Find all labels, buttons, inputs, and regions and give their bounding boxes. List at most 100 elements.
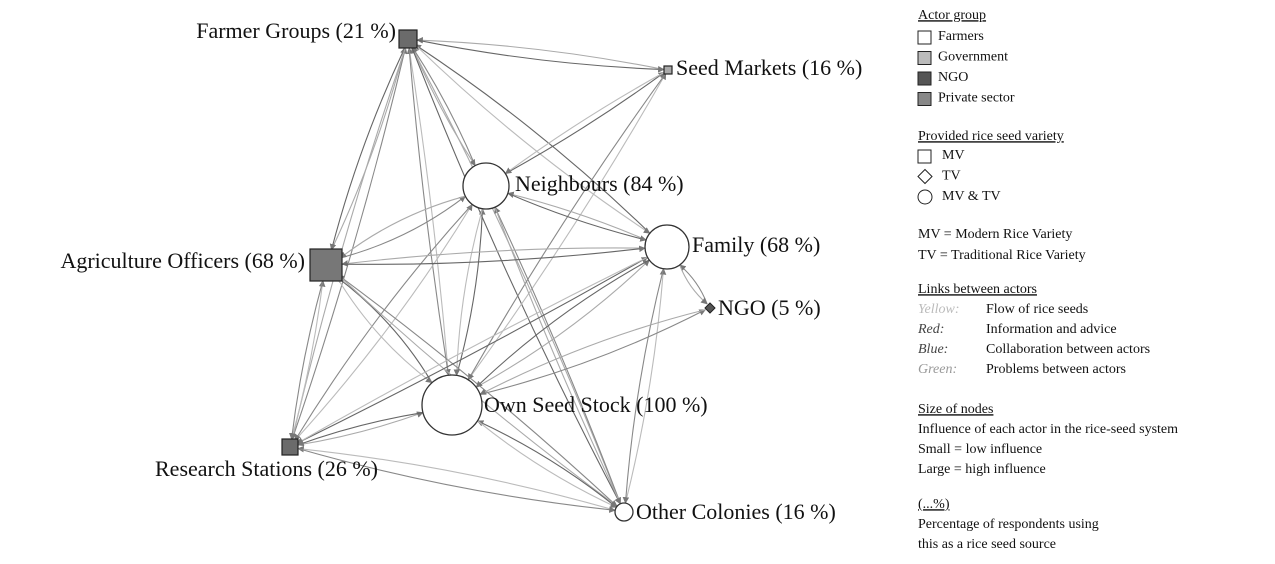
edge <box>408 47 451 376</box>
edge <box>339 195 466 259</box>
edge <box>479 309 706 395</box>
edge <box>476 420 617 508</box>
legend-item: MV <box>942 148 965 163</box>
legend-text: MV = Modern Rice Variety <box>918 227 1072 242</box>
legend-text: Percentage of respondents using <box>918 517 1099 532</box>
edge <box>297 445 616 511</box>
edge <box>341 247 646 267</box>
nodes: Farmer Groups (21 %) Seed Markets (16 %) N… <box>60 18 862 524</box>
legend-shape <box>917 149 932 164</box>
edge <box>296 256 648 444</box>
edge <box>297 411 424 446</box>
edge <box>414 44 651 234</box>
node <box>309 248 343 282</box>
edge <box>336 276 433 384</box>
edge <box>297 447 616 513</box>
legend-text: this as a rice seed source <box>918 537 1056 552</box>
legend-item: Government <box>938 50 1008 65</box>
edge <box>414 44 651 234</box>
edge <box>330 46 407 251</box>
edge <box>494 206 621 505</box>
node <box>398 29 418 49</box>
edge <box>297 411 424 447</box>
node-label: Neighbours (84 %) <box>515 171 684 196</box>
legend-key: Yellow: <box>918 302 960 317</box>
edge <box>294 204 473 442</box>
node-label: NGO (5 %) <box>718 295 821 320</box>
edge <box>296 256 649 444</box>
edges <box>288 36 708 513</box>
edge <box>416 39 665 73</box>
node <box>644 224 690 270</box>
node-label: Farmer Groups (21 %) <box>196 18 396 43</box>
edge <box>679 264 708 305</box>
legend-swatch <box>917 30 932 45</box>
edge <box>507 192 647 242</box>
node <box>663 65 673 75</box>
edge <box>411 46 621 505</box>
legend-key: Red: <box>917 322 944 337</box>
legend-item: Collaboration between actors <box>986 342 1150 357</box>
edge <box>467 73 667 381</box>
legend-title: (...%) <box>918 497 950 512</box>
edge <box>406 47 449 376</box>
edge <box>475 259 650 388</box>
legend-text: Influence of each actor in the rice-seed… <box>918 422 1178 437</box>
edge <box>341 245 646 265</box>
legend-swatch <box>917 71 932 86</box>
legend-text: Large = high influence <box>918 462 1046 477</box>
legend-title: Links between actors <box>918 282 1037 297</box>
edge <box>479 309 706 395</box>
legend-shape <box>917 168 933 185</box>
edge <box>416 36 665 71</box>
node-label: Agriculture Officers (68 %) <box>60 248 305 273</box>
legend-item: MV & TV <box>942 189 1001 204</box>
edge <box>624 268 667 504</box>
legend-item: TV <box>942 169 961 184</box>
edge <box>411 46 476 166</box>
legend: Actor group Farmers Government NGO Private s… <box>917 8 1178 552</box>
node <box>614 502 634 522</box>
legend-text: Small = low influence <box>918 442 1042 457</box>
legend-key: Green: <box>918 362 957 377</box>
legend-text: TV = Traditional Rice Variety <box>918 248 1086 263</box>
legend-item: Problems between actors <box>986 362 1126 377</box>
edge <box>505 71 666 175</box>
legend-title: Size of nodes <box>918 402 993 417</box>
node <box>421 374 483 436</box>
edge <box>456 208 486 376</box>
node-label: Family (68 %) <box>692 232 820 257</box>
edge <box>291 280 326 440</box>
edge <box>477 420 617 508</box>
legend-title: Provided rice seed variety <box>918 129 1064 144</box>
legend-title: Actor group <box>918 8 986 23</box>
legend-shape <box>917 189 933 205</box>
edge <box>411 46 621 505</box>
edge <box>290 47 407 440</box>
edge <box>340 195 466 259</box>
legend-item: Farmers <box>938 29 984 44</box>
node-label: Other Colonies (16 %) <box>636 499 836 524</box>
edge <box>475 259 650 388</box>
edge <box>679 264 708 305</box>
legend-item: Private sector <box>938 91 1015 106</box>
edge <box>294 203 473 441</box>
legend-swatch <box>917 51 932 65</box>
legend-key: Blue: <box>918 342 948 357</box>
legend-swatch <box>917 92 932 106</box>
edge <box>622 268 665 504</box>
edge <box>291 47 408 440</box>
node-label: Research Stations (26 %) <box>155 456 378 481</box>
node <box>704 302 716 314</box>
edge <box>411 46 476 167</box>
edge <box>329 47 406 251</box>
edge <box>504 71 665 175</box>
node-label: Own Seed Stock (100 %) <box>484 392 708 417</box>
legend-item: Information and advice <box>986 322 1117 337</box>
node-label: Seed Markets (16 %) <box>676 55 862 80</box>
node <box>462 162 510 210</box>
edge <box>494 206 622 504</box>
edge <box>507 191 647 241</box>
legend-item: NGO <box>938 70 968 85</box>
